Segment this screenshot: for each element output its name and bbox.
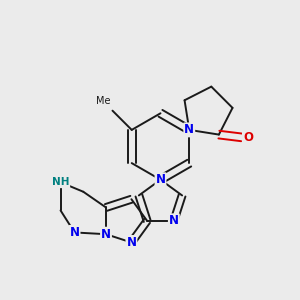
Text: N: N: [169, 214, 179, 227]
Text: N: N: [126, 236, 136, 249]
Text: N: N: [184, 123, 194, 136]
Text: N: N: [101, 228, 111, 241]
Text: N: N: [155, 173, 166, 186]
Text: Me: Me: [96, 97, 111, 106]
Text: O: O: [243, 131, 253, 144]
Text: NH: NH: [52, 177, 69, 187]
Text: N: N: [70, 226, 80, 239]
